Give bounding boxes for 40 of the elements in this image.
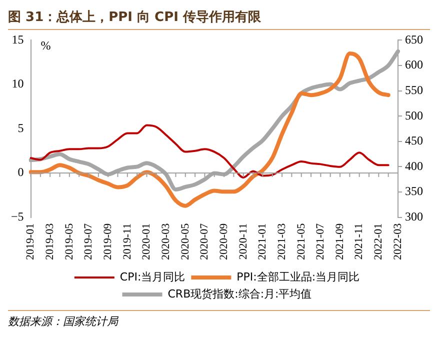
source-note: 数据来源：国家统计局 xyxy=(8,310,430,329)
x-tick-label: 2022-03 xyxy=(392,222,404,260)
x-tick-label: 2021-01 xyxy=(256,223,269,260)
x-tick-label: 2020-01 xyxy=(140,223,153,260)
legend-label: PPI:全部工业品:当月同比 xyxy=(236,270,360,284)
y2-tick-label: 550 xyxy=(405,82,423,97)
line-series xyxy=(30,124,390,178)
y-tick-label: 10 xyxy=(12,76,24,91)
y-axis-title: % xyxy=(40,38,51,52)
x-tick-label: 2022-01 xyxy=(372,223,385,260)
x-tick-label: 2020-09 xyxy=(218,222,230,260)
x-tick-label: 2021-03 xyxy=(276,222,288,260)
y2-tick-label: 500 xyxy=(405,108,423,122)
y-tick-label: 15 xyxy=(12,32,24,46)
x-tick-label: 2021-07 xyxy=(314,222,327,260)
legend-label: CRB现货指数:综合:月:平均值 xyxy=(168,287,312,300)
x-tick-label: 2019-09 xyxy=(102,222,114,260)
x-tick-label: 2019-07 xyxy=(82,222,95,260)
x-tick-label: 2019-11 xyxy=(121,223,134,260)
x-tick-label: 2020-05 xyxy=(179,222,192,260)
y2-tick-label: 400 xyxy=(405,158,423,173)
chart-title: 图 31：总体上，PPI 向 CPI 传导作用有限 xyxy=(8,8,430,30)
x-tick-label: 2020-03 xyxy=(160,222,172,260)
y2-tick-label: 650 xyxy=(405,32,423,46)
y2-tick-label: 600 xyxy=(405,58,423,72)
y2-tick-label: 450 xyxy=(405,134,423,148)
legend-label: CPI:当月同比 xyxy=(120,270,186,284)
x-tick-label: 2019-01 xyxy=(24,223,37,260)
x-tick-label: 2020-07 xyxy=(198,222,211,260)
x-tick-label: 2021-05 xyxy=(295,222,308,260)
y-tick-label: 0 xyxy=(18,165,24,180)
x-tick-label: 2020-11 xyxy=(237,223,250,260)
x-tick-label: 2019-05 xyxy=(63,222,76,260)
x-tick-label: 2021-11 xyxy=(353,223,366,260)
x-tick-label: 2019-03 xyxy=(44,222,56,260)
y2-tick-label: 300 xyxy=(405,209,423,224)
y2-tick-label: 350 xyxy=(405,184,423,198)
y-tick-label: 5 xyxy=(18,120,24,135)
x-tick-label: 2021-09 xyxy=(334,222,346,260)
y-tick-label: −5 xyxy=(10,209,24,224)
